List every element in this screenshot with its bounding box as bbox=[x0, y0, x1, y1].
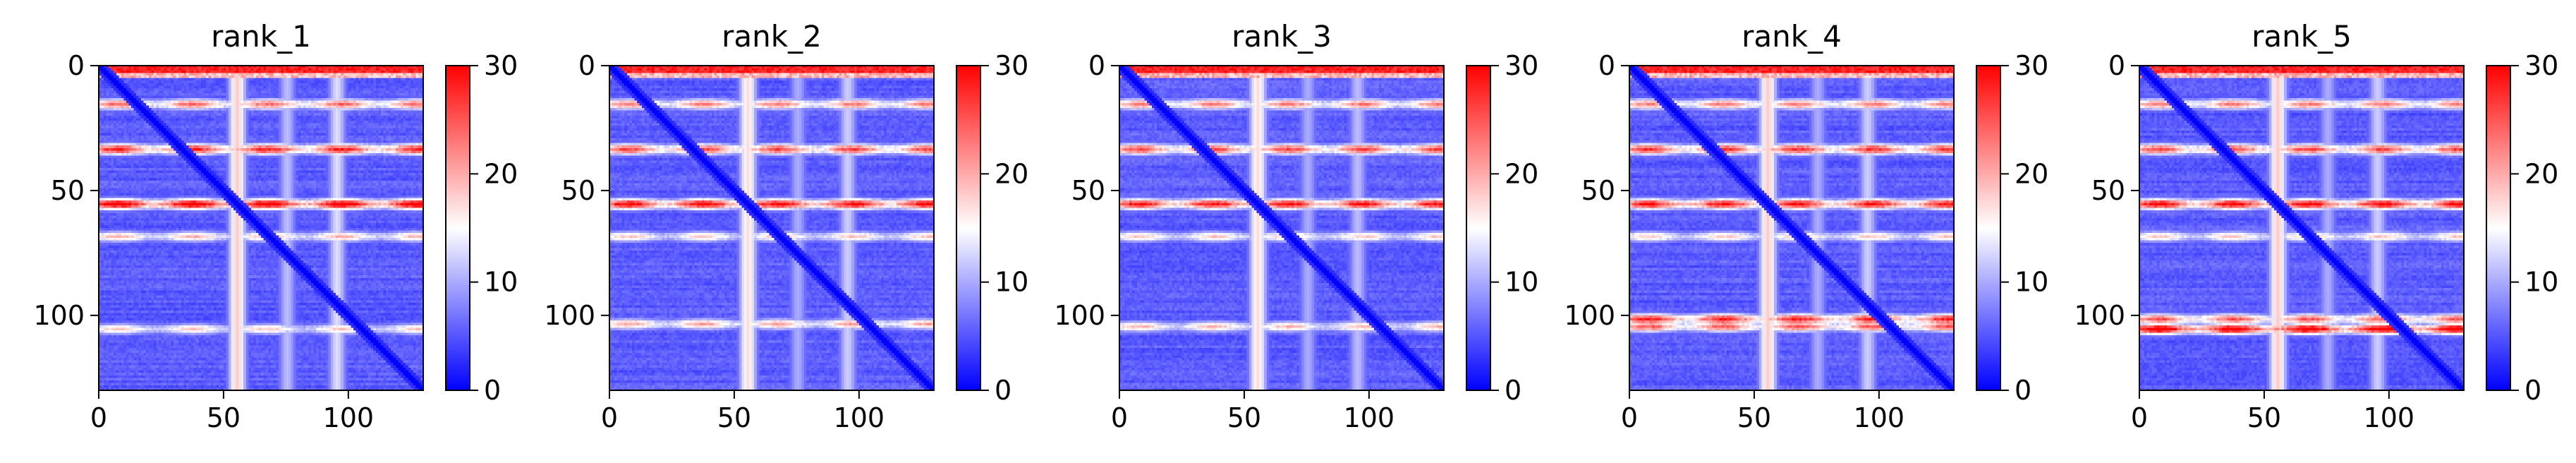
x-tick-label: 0 bbox=[601, 402, 618, 433]
colorbar-tick-label: 10 bbox=[2525, 267, 2558, 298]
colorbar bbox=[956, 65, 981, 391]
colorbar-tick-label: 10 bbox=[484, 267, 518, 298]
heatmap-panel-1: rank_1 0 50 100 0 50 100 0 10 20 30 bbox=[33, 19, 518, 433]
heatmap-matrix bbox=[1629, 66, 1954, 390]
y-tick-label: 50 bbox=[561, 175, 595, 206]
colorbar-tick-label: 20 bbox=[2015, 158, 2048, 189]
panel-title: rank_2 bbox=[722, 19, 822, 54]
colorbar-tick-label: 20 bbox=[1505, 158, 1538, 189]
y-tick-label: 50 bbox=[51, 175, 85, 206]
axes-frame bbox=[98, 65, 424, 391]
y-tick-label: 0 bbox=[68, 50, 85, 81]
colorbar bbox=[1466, 65, 1491, 391]
x-tick-label: 100 bbox=[323, 402, 375, 433]
colorbar-tick-label: 0 bbox=[995, 375, 1011, 406]
x-tick-label: 50 bbox=[1737, 402, 1771, 433]
colorbar bbox=[445, 65, 470, 391]
colorbar-tick-label: 0 bbox=[1505, 375, 1521, 406]
y-tick-label: 0 bbox=[2108, 50, 2125, 81]
y-tick-label: 100 bbox=[33, 300, 85, 331]
colorbar-tick-label: 10 bbox=[2015, 267, 2048, 298]
y-tick-label: 0 bbox=[1598, 50, 1615, 81]
panel-title: rank_3 bbox=[1232, 19, 1332, 54]
axes-frame bbox=[609, 65, 935, 391]
heatmap-matrix bbox=[2139, 66, 2464, 390]
heatmap-matrix bbox=[609, 66, 934, 390]
x-tick-label: 0 bbox=[1621, 402, 1638, 433]
heatmap-panel-2: rank_2 0 50 100 0 50 100 0 10 20 30 bbox=[544, 19, 1028, 433]
y-tick-label: 50 bbox=[1071, 175, 1105, 206]
x-tick-label: 100 bbox=[834, 402, 885, 433]
colorbar-tick-label: 30 bbox=[995, 50, 1028, 81]
y-tick-label: 50 bbox=[1581, 175, 1615, 206]
axes-frame bbox=[2139, 65, 2465, 391]
heatmap-panel-5: rank_5 0 50 100 0 50 100 0 10 20 30 bbox=[2074, 19, 2558, 433]
y-tick-label: 100 bbox=[1054, 300, 1105, 331]
x-tick-label: 50 bbox=[2247, 402, 2281, 433]
y-tick-label: 50 bbox=[2091, 175, 2125, 206]
colorbar-tick-label: 0 bbox=[2015, 375, 2031, 406]
colorbar-tick-label: 30 bbox=[1505, 50, 1538, 81]
colorbar bbox=[1976, 65, 2001, 391]
colorbar-tick-label: 20 bbox=[484, 158, 518, 189]
colorbar-tick-label: 30 bbox=[484, 50, 518, 81]
colorbar-tick-label: 10 bbox=[995, 267, 1028, 298]
colorbar-tick-label: 20 bbox=[2525, 158, 2558, 189]
x-tick-label: 50 bbox=[717, 402, 751, 433]
x-tick-label: 0 bbox=[2131, 402, 2148, 433]
heatmap-matrix bbox=[1119, 66, 1444, 390]
colorbar-tick-label: 30 bbox=[2015, 50, 2048, 81]
y-tick-label: 0 bbox=[578, 50, 595, 81]
x-tick-label: 100 bbox=[2364, 402, 2415, 433]
panel-title: rank_4 bbox=[1742, 19, 1842, 54]
x-tick-label: 0 bbox=[90, 402, 107, 433]
panel-title: rank_5 bbox=[2252, 19, 2352, 54]
x-tick-label: 0 bbox=[1111, 402, 1128, 433]
colorbar-tick-label: 10 bbox=[1505, 267, 1538, 298]
y-tick-label: 0 bbox=[1088, 50, 1105, 81]
x-tick-label: 100 bbox=[1854, 402, 1905, 433]
panel-title: rank_1 bbox=[211, 19, 311, 54]
x-tick-label: 100 bbox=[1344, 402, 1395, 433]
x-tick-label: 50 bbox=[1227, 402, 1261, 433]
colorbar-tick-label: 0 bbox=[484, 375, 501, 406]
y-tick-label: 100 bbox=[1564, 300, 1615, 331]
colorbar-tick-label: 20 bbox=[995, 158, 1028, 189]
axes-frame bbox=[1119, 65, 1445, 391]
colorbar bbox=[2486, 65, 2511, 391]
axes-frame bbox=[1629, 65, 1955, 391]
colorbar-tick-label: 0 bbox=[2525, 375, 2541, 406]
heatmap-panel-4: rank_4 0 50 100 0 50 100 0 10 20 30 bbox=[1564, 19, 2048, 433]
x-tick-label: 50 bbox=[207, 402, 241, 433]
heatmap-matrix bbox=[99, 66, 423, 390]
y-tick-label: 100 bbox=[2074, 300, 2125, 331]
y-tick-label: 100 bbox=[544, 300, 595, 331]
colorbar-tick-label: 30 bbox=[2525, 50, 2558, 81]
heatmap-panel-3: rank_3 0 50 100 0 50 100 0 10 20 30 bbox=[1054, 19, 1538, 433]
